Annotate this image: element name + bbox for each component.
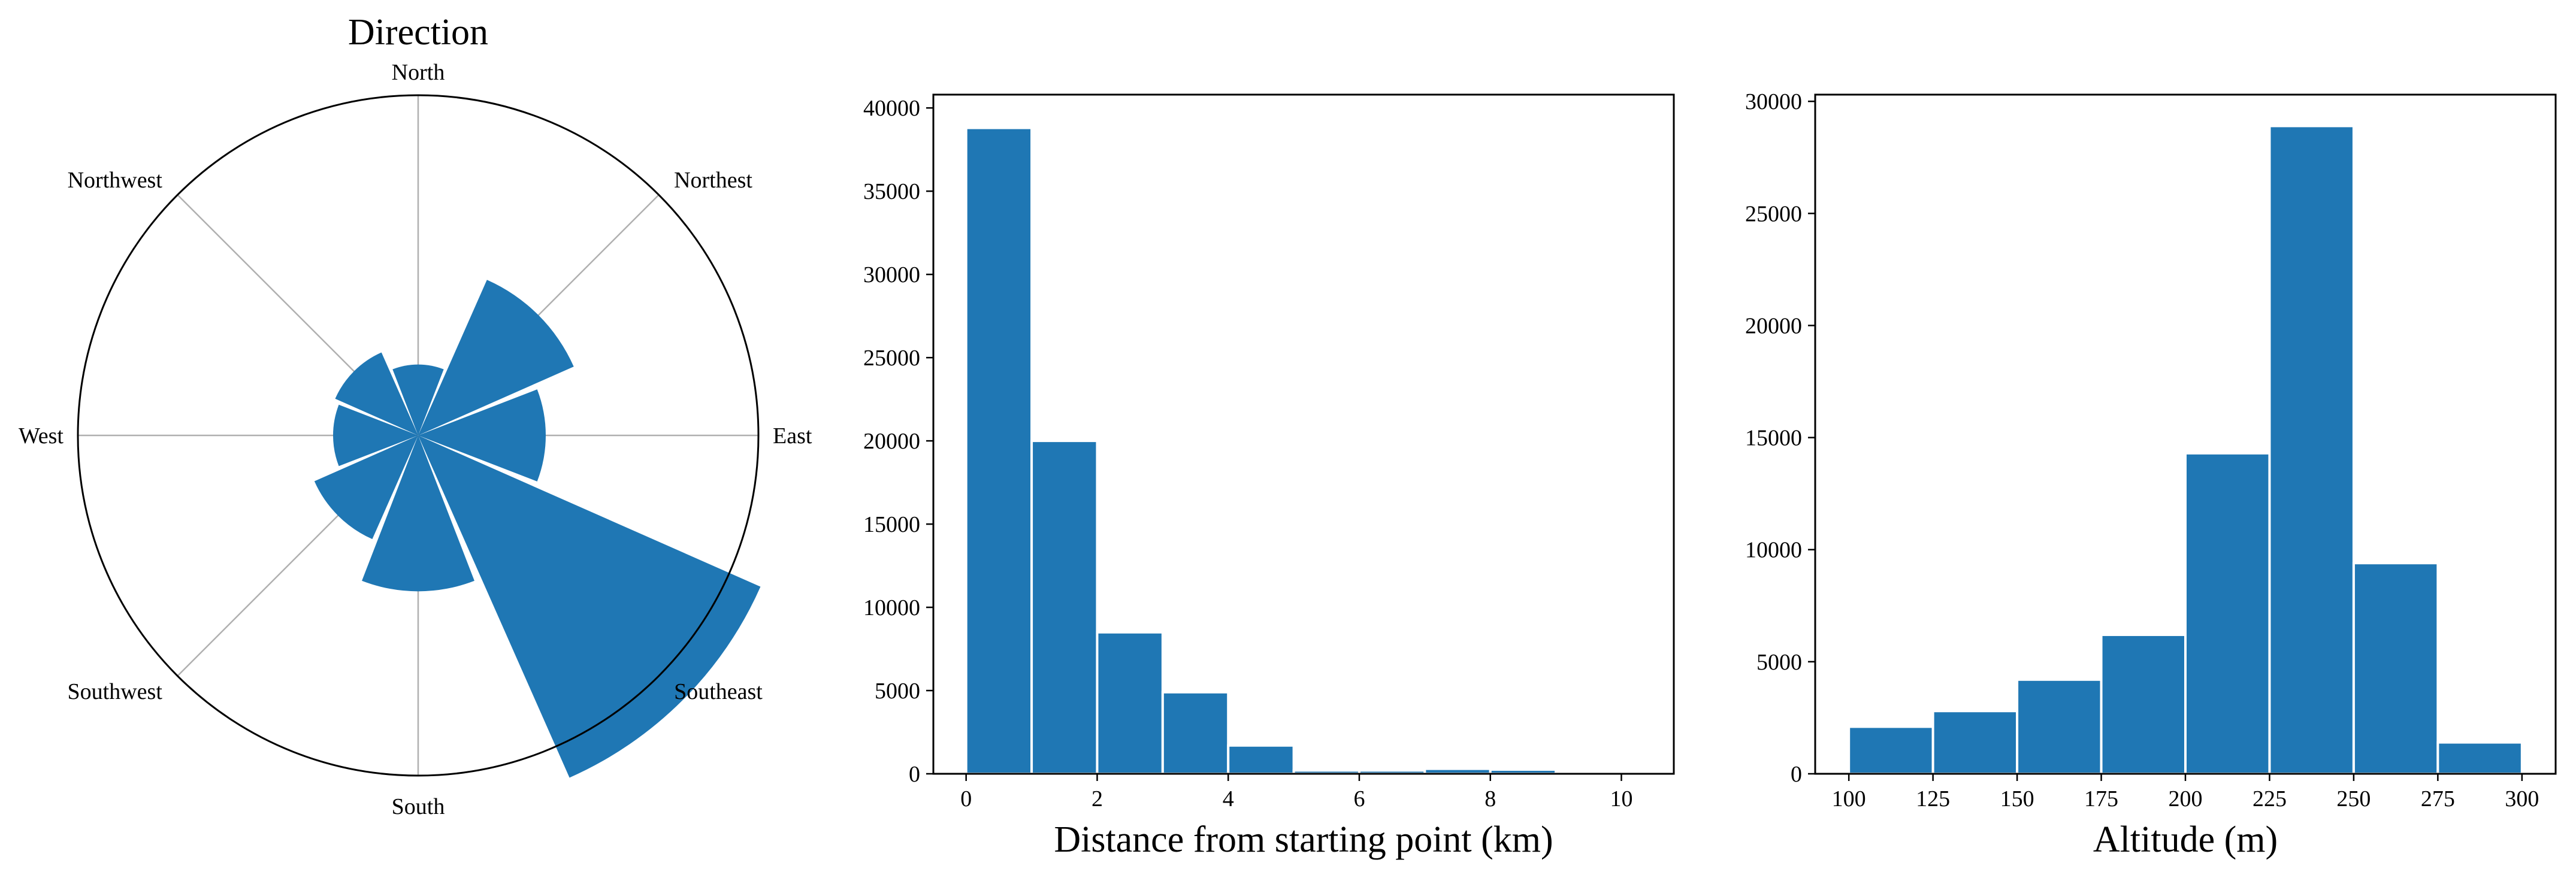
distance-y-tick-label: 0 [909,762,920,787]
distance-y-tick-label: 5000 [875,679,920,704]
distance-y-tick-label: 30000 [863,262,920,287]
altitude-x-axis-label: Altitude (m) [2093,819,2278,860]
rose-bar-east [418,389,546,482]
altitude-y-tick-label: 0 [1791,762,1802,787]
rose-bar-south [362,435,474,592]
distance-x-tick-label: 0 [960,786,972,812]
rose-outer-circle [77,94,760,777]
altitude-y-tick-label: 25000 [1745,201,1802,226]
altitude-bar-6 [2352,562,2439,775]
altitude-bar-4 [2184,452,2271,775]
distance-y-tick-label: 25000 [863,346,920,371]
distance-y-tick-label: 40000 [863,96,920,121]
rose-label-northwest: Northwest [68,168,163,193]
distance-axes-frame [932,93,1675,775]
altitude-bar-5 [2268,125,2355,776]
rose-bar-southeast [418,435,761,778]
altitude-y-tick-label: 30000 [1745,89,1802,114]
rose-title: Direction [348,12,488,53]
distance-histogram: 0 2 4 6 8 10 0 5000 10000 15000 20000 25000 30000 35… [863,93,1675,860]
distance-bar-0 [965,126,1033,775]
rose-bar-southwest [314,435,418,540]
rose-direction-labels: North Northest East Southeast South Southwest… [19,60,812,819]
altitude-bars [1848,125,2523,776]
distance-x-tick-label: 6 [1353,786,1365,812]
distance-x-tick-label: 10 [1610,786,1632,812]
altitude-x-tick-label: 150 [2000,786,2034,812]
altitude-x-tick-label: 275 [2421,786,2455,812]
rose-label-northest: Northest [674,168,752,193]
distance-y-ticks: 0 5000 10000 15000 20000 25000 30000 35000 40000 [863,96,933,787]
altitude-x-tick-label: 300 [2505,786,2539,812]
altitude-x-tick-label: 125 [1916,786,1950,812]
distance-x-tick-label: 8 [1484,786,1496,812]
altitude-x-tick-label: 200 [2169,786,2203,812]
distance-bar-4 [1227,744,1295,775]
distance-bar-3 [1161,691,1230,776]
distance-y-tick-label: 20000 [863,429,920,454]
rose-label-south: South [392,794,445,819]
rose-label-north: North [392,60,445,85]
altitude-histogram: 100 125 150 175 200 225 250 275 300 0 5000 10000 15… [1745,89,2557,860]
distance-bar-2 [1096,631,1164,775]
altitude-x-tick-label: 225 [2253,786,2287,812]
distance-x-tick-label: 2 [1092,786,1103,812]
distance-y-tick-label: 15000 [863,512,920,537]
distance-bar-1 [1030,440,1099,775]
altitude-y-ticks: 0 5000 10000 15000 20000 25000 30000 [1745,89,1815,787]
distance-bars [965,126,1643,776]
altitude-y-tick-label: 15000 [1745,426,1802,451]
rose-label-east: East [773,423,812,449]
rose-bar-west [333,404,418,467]
rose-bar-northwest [335,352,418,435]
rose-label-west: West [19,423,64,449]
altitude-y-tick-label: 10000 [1745,538,1802,563]
direction-rose-chart: Direction North Northest East Southeast Sout… [19,12,812,819]
altitude-x-tick-label: 100 [1832,786,1866,812]
altitude-x-tick-label: 175 [2084,786,2118,812]
distance-y-tick-label: 10000 [863,595,920,620]
rose-label-southwest: Southwest [68,679,163,704]
rose-bar-northest [418,280,574,435]
altitude-x-tick-label: 250 [2336,786,2371,812]
altitude-bar-0 [1848,725,1934,775]
altitude-bar-7 [2436,741,2523,776]
rose-bar-north [392,364,444,435]
distance-x-axis-label: Distance from starting point (km) [1054,819,1553,860]
altitude-x-ticks: 100 125 150 175 200 225 250 275 300 [1832,774,2539,812]
altitude-bar-1 [1931,710,2019,775]
distance-x-ticks: 0 2 4 6 8 10 [960,774,1632,812]
distance-y-tick-label: 35000 [863,179,920,204]
altitude-bar-2 [2016,678,2103,776]
altitude-y-tick-label: 5000 [1756,650,1802,675]
altitude-bar-3 [2100,633,2187,776]
rose-label-southeast: Southeast [674,679,763,704]
distance-x-tick-label: 4 [1223,786,1234,812]
rose-bars [314,280,761,778]
altitude-y-tick-label: 20000 [1745,313,1802,338]
